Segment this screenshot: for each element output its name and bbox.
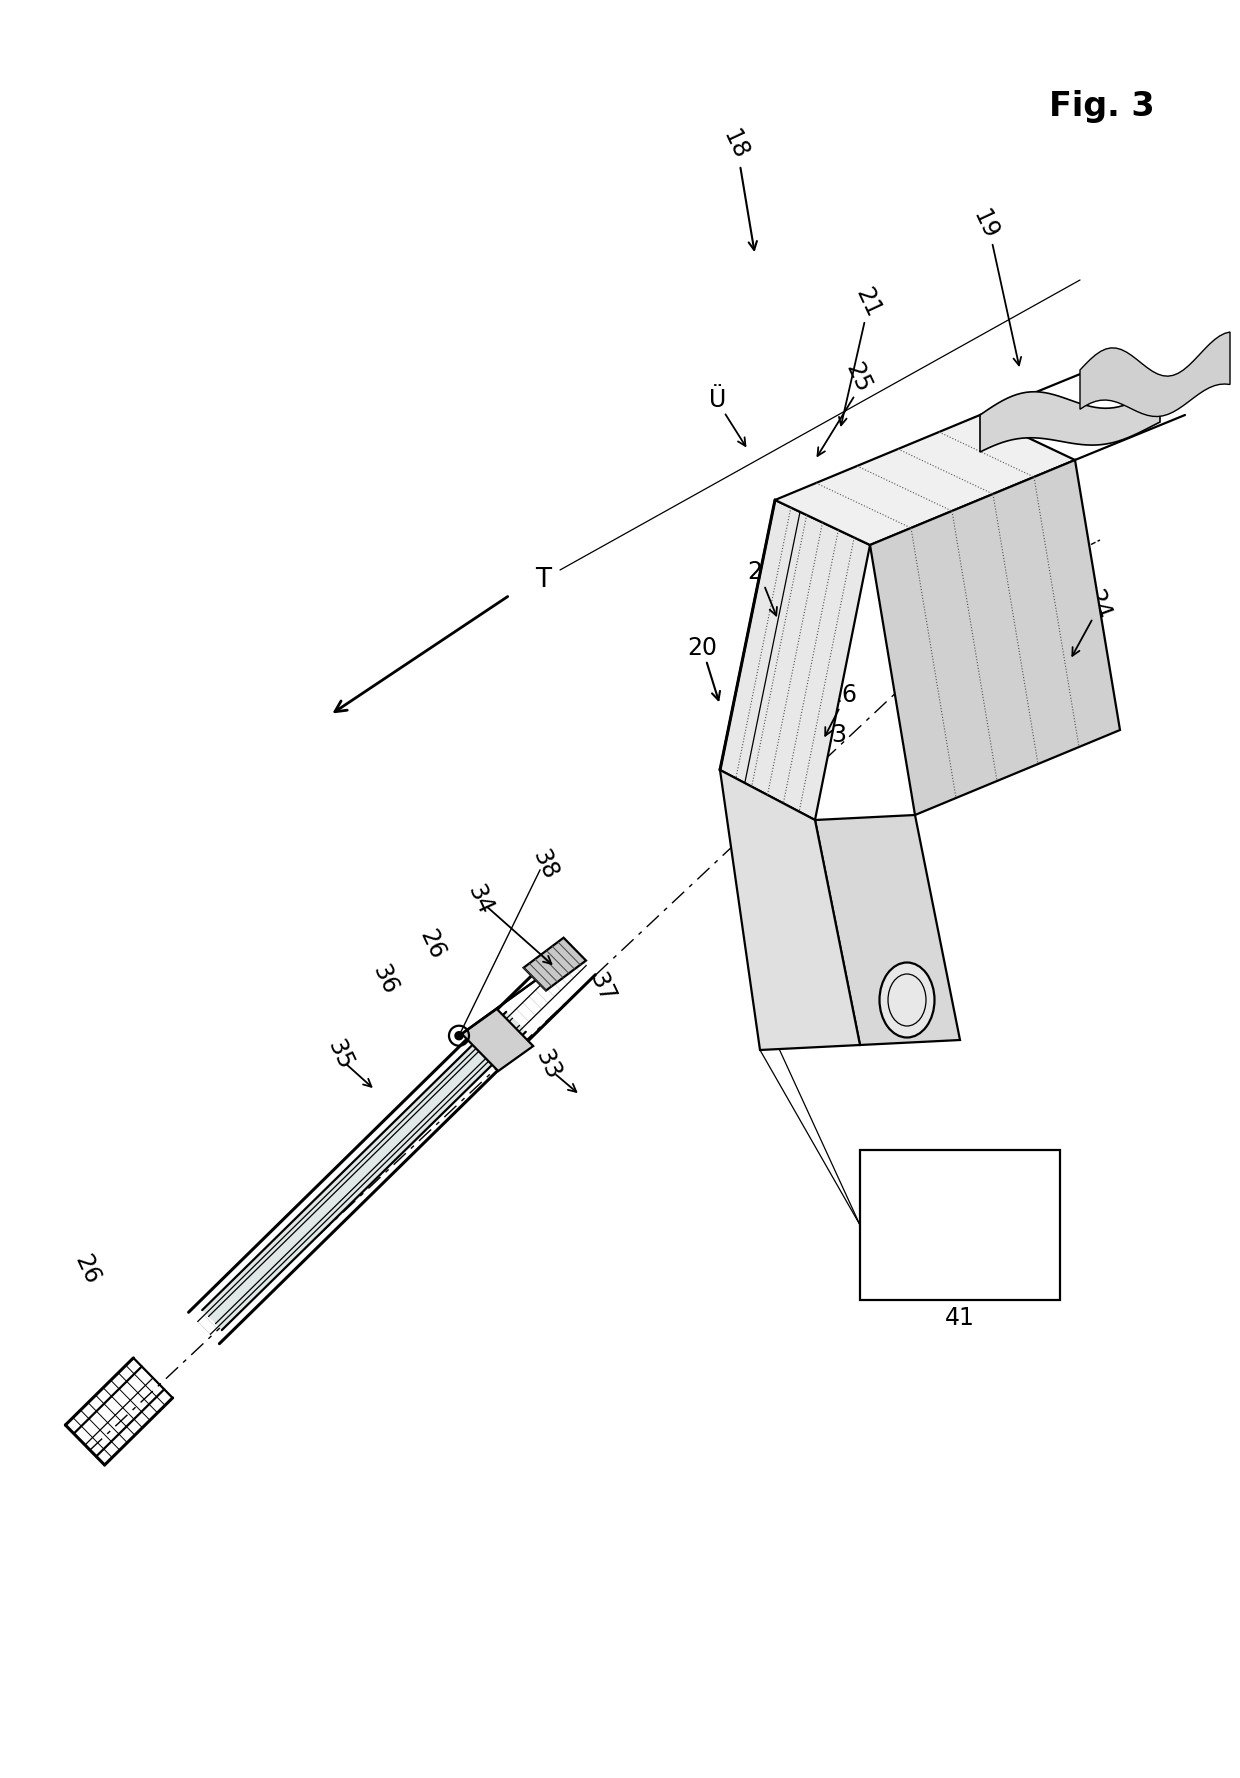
Text: 26: 26 xyxy=(827,683,857,708)
Circle shape xyxy=(455,1031,463,1040)
Text: Ü: Ü xyxy=(709,388,727,412)
Polygon shape xyxy=(980,386,1159,452)
Polygon shape xyxy=(815,814,960,1045)
Polygon shape xyxy=(202,1012,526,1330)
Polygon shape xyxy=(720,770,861,1051)
Text: 33: 33 xyxy=(531,1045,565,1083)
Polygon shape xyxy=(775,414,1075,546)
Text: 23: 23 xyxy=(817,724,847,747)
Text: 20: 20 xyxy=(687,637,717,660)
Text: 34: 34 xyxy=(463,882,497,919)
Text: Fig. 3: Fig. 3 xyxy=(1049,91,1154,123)
Text: 26: 26 xyxy=(415,926,449,964)
Polygon shape xyxy=(720,500,870,820)
Ellipse shape xyxy=(879,962,935,1038)
Text: 41: 41 xyxy=(945,1307,975,1330)
Text: 19: 19 xyxy=(967,206,1002,244)
Text: 24: 24 xyxy=(1081,587,1115,624)
Text: E: E xyxy=(785,517,815,542)
Text: 26: 26 xyxy=(69,1252,104,1289)
Text: 37: 37 xyxy=(585,969,619,1006)
Text: 18: 18 xyxy=(718,126,753,164)
Text: 35: 35 xyxy=(322,1037,357,1074)
Text: 38: 38 xyxy=(528,846,562,884)
Bar xyxy=(861,1150,1060,1300)
Polygon shape xyxy=(1080,332,1230,416)
Polygon shape xyxy=(870,461,1120,814)
Text: T: T xyxy=(534,567,551,594)
Text: 25: 25 xyxy=(841,359,875,396)
Text: 36: 36 xyxy=(368,962,402,999)
Polygon shape xyxy=(461,1008,533,1070)
Text: 21: 21 xyxy=(851,284,885,322)
Polygon shape xyxy=(523,937,587,990)
Text: 22: 22 xyxy=(746,560,777,583)
